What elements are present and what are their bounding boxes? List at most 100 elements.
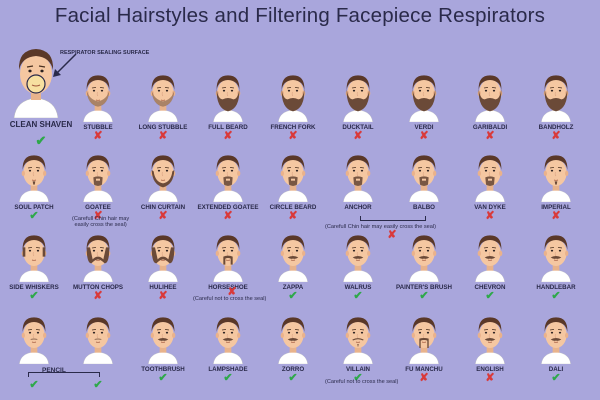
cross-icon: ✘	[158, 130, 168, 142]
face-illustration	[83, 317, 113, 364]
face-illustration	[541, 75, 571, 122]
face-illustration	[541, 317, 571, 364]
face-illustration	[19, 155, 49, 202]
cross-icon: ✘	[353, 130, 363, 142]
clean-shaven-face	[13, 49, 59, 119]
clean-shaven-example: CLEAN SHAVEN ✔	[6, 40, 76, 150]
cross-icon: ✘	[223, 130, 233, 142]
check-icon: ✔	[288, 372, 298, 384]
cross-icon: ✘	[158, 290, 168, 302]
face-illustration	[409, 75, 439, 122]
face-illustration	[343, 235, 373, 282]
hairstyle-label: FRENCH FORK	[270, 124, 316, 131]
face-illustration	[19, 235, 49, 282]
hairstyle-card: PAINTER'S BRUSH ✔	[396, 230, 452, 302]
cross-icon: ✘	[419, 130, 429, 142]
hairstyle-label: ZAPPA	[282, 284, 304, 291]
hairstyle-label: GARIBALDI	[472, 124, 508, 131]
cross-icon: ✘	[419, 372, 429, 384]
hairstyle-label: DALI	[548, 366, 564, 373]
hairstyle-card: ANCHOR	[330, 150, 386, 211]
page-title: Facial Hairstyles and Filtering Facepiec…	[54, 4, 546, 27]
hairstyle-label: LONG STUBBLE	[138, 124, 188, 131]
hairstyle-card: STUBBLE ✘	[70, 70, 126, 142]
hairstyle-card: ✔	[70, 312, 126, 391]
check-icon: ✔	[29, 290, 39, 302]
cross-icon: ✘	[227, 286, 237, 298]
face-illustration	[19, 317, 49, 364]
cross-icon: ✘	[288, 130, 298, 142]
horseshoe-note: (Careful not to cross the seal)	[193, 296, 267, 302]
anchor-balbo-note: (Carefull Chin hair may easily cross the…	[325, 224, 436, 230]
hairstyle-card: HANDLEBAR ✔	[528, 230, 584, 302]
pencil-bracket	[28, 372, 100, 377]
hairstyle-card: VILLAIN ✔	[330, 312, 386, 384]
face-illustration	[148, 155, 178, 202]
cross-icon: ✘	[93, 290, 103, 302]
hairstyle-card: GOATEE ✘	[70, 150, 126, 222]
check-icon: ✔	[223, 372, 233, 384]
face-illustration	[278, 235, 308, 282]
hairstyle-label: HANDLEBAR	[536, 284, 576, 291]
face-illustration	[475, 235, 505, 282]
face-illustration	[541, 155, 571, 202]
hairstyle-label: CHEVRON	[474, 284, 506, 291]
sealing-surface-label: RESPIRATOR SEALING SURFACE	[60, 50, 150, 56]
hairstyle-card: HULIHEE ✘	[135, 230, 191, 302]
hairstyle-label: IMPERIAL	[541, 204, 571, 211]
hairstyle-label: VAN DYKE	[474, 204, 506, 211]
hairstyle-card: HORSESHOE	[200, 230, 256, 291]
cross-icon: ✘	[485, 130, 495, 142]
cross-icon: ✘	[93, 210, 103, 222]
arrow-icon	[53, 53, 77, 77]
hairstyle-card: ENGLISH ✘	[462, 312, 518, 384]
check-icon: ✔	[551, 290, 561, 302]
face-illustration	[343, 155, 373, 202]
hairstyle-card: FRENCH FORK ✘	[265, 70, 321, 142]
hairstyle-card: ZAPPA ✔	[265, 230, 321, 302]
check-icon: ✔	[35, 133, 47, 148]
hairstyle-card: GARIBALDI ✘	[462, 70, 518, 142]
cross-icon: ✘	[485, 372, 495, 384]
check-icon: ✔	[288, 290, 298, 302]
hairstyle-label: ANCHOR	[344, 204, 372, 211]
hairstyle-label: HORSESHOE	[208, 284, 248, 291]
hairstyle-card: CHEVRON ✔	[462, 230, 518, 302]
hairstyle-label: VILLAIN	[345, 366, 371, 373]
hairstyle-card: VAN DYKE ✘	[462, 150, 518, 222]
check-icon: ✔	[353, 290, 363, 302]
hairstyle-label: SOUL PATCH	[14, 204, 54, 211]
hairstyle-card: SOUL PATCH ✔	[6, 150, 62, 222]
face-illustration	[475, 155, 505, 202]
face-illustration	[409, 235, 439, 282]
hairstyle-label: VERDI	[414, 124, 434, 131]
face-illustration	[278, 75, 308, 122]
hairstyle-label: CHIN CURTAIN	[140, 204, 186, 211]
pencil-label: PENCIL	[42, 367, 66, 374]
face-illustration	[475, 317, 505, 364]
hairstyle-card: WALRUS ✔	[330, 230, 386, 302]
face-illustration	[343, 75, 373, 122]
hairstyle-card: ZORRO ✔	[265, 312, 321, 384]
face-illustration	[343, 317, 373, 364]
face-illustration	[148, 235, 178, 282]
face-illustration	[278, 155, 308, 202]
hairstyle-label: LAMPSHADE	[208, 366, 248, 373]
hairstyle-card: LONG STUBBLE ✘	[135, 70, 191, 142]
face-illustration	[83, 75, 113, 122]
hairstyle-card: CIRCLE BEARD ✘	[265, 150, 321, 222]
hairstyle-label: MUTTON CHOPS	[72, 284, 124, 291]
face-illustration	[475, 75, 505, 122]
cross-icon: ✘	[551, 130, 561, 142]
anchor-balbo-bracket	[360, 216, 426, 221]
face-illustration	[213, 75, 243, 122]
hairstyle-card: IMPERIAL ✘	[528, 150, 584, 222]
hairstyle-label: BANDHOLZ	[538, 124, 574, 131]
hairstyle-label: FU MANCHU	[405, 366, 443, 373]
check-icon: ✔	[29, 210, 39, 222]
hairstyle-label: PAINTER'S BRUSH	[395, 284, 453, 291]
check-icon: ✔	[29, 379, 39, 391]
cross-icon: ✘	[158, 210, 168, 222]
cross-icon: ✘	[93, 130, 103, 142]
face-illustration	[213, 235, 243, 282]
